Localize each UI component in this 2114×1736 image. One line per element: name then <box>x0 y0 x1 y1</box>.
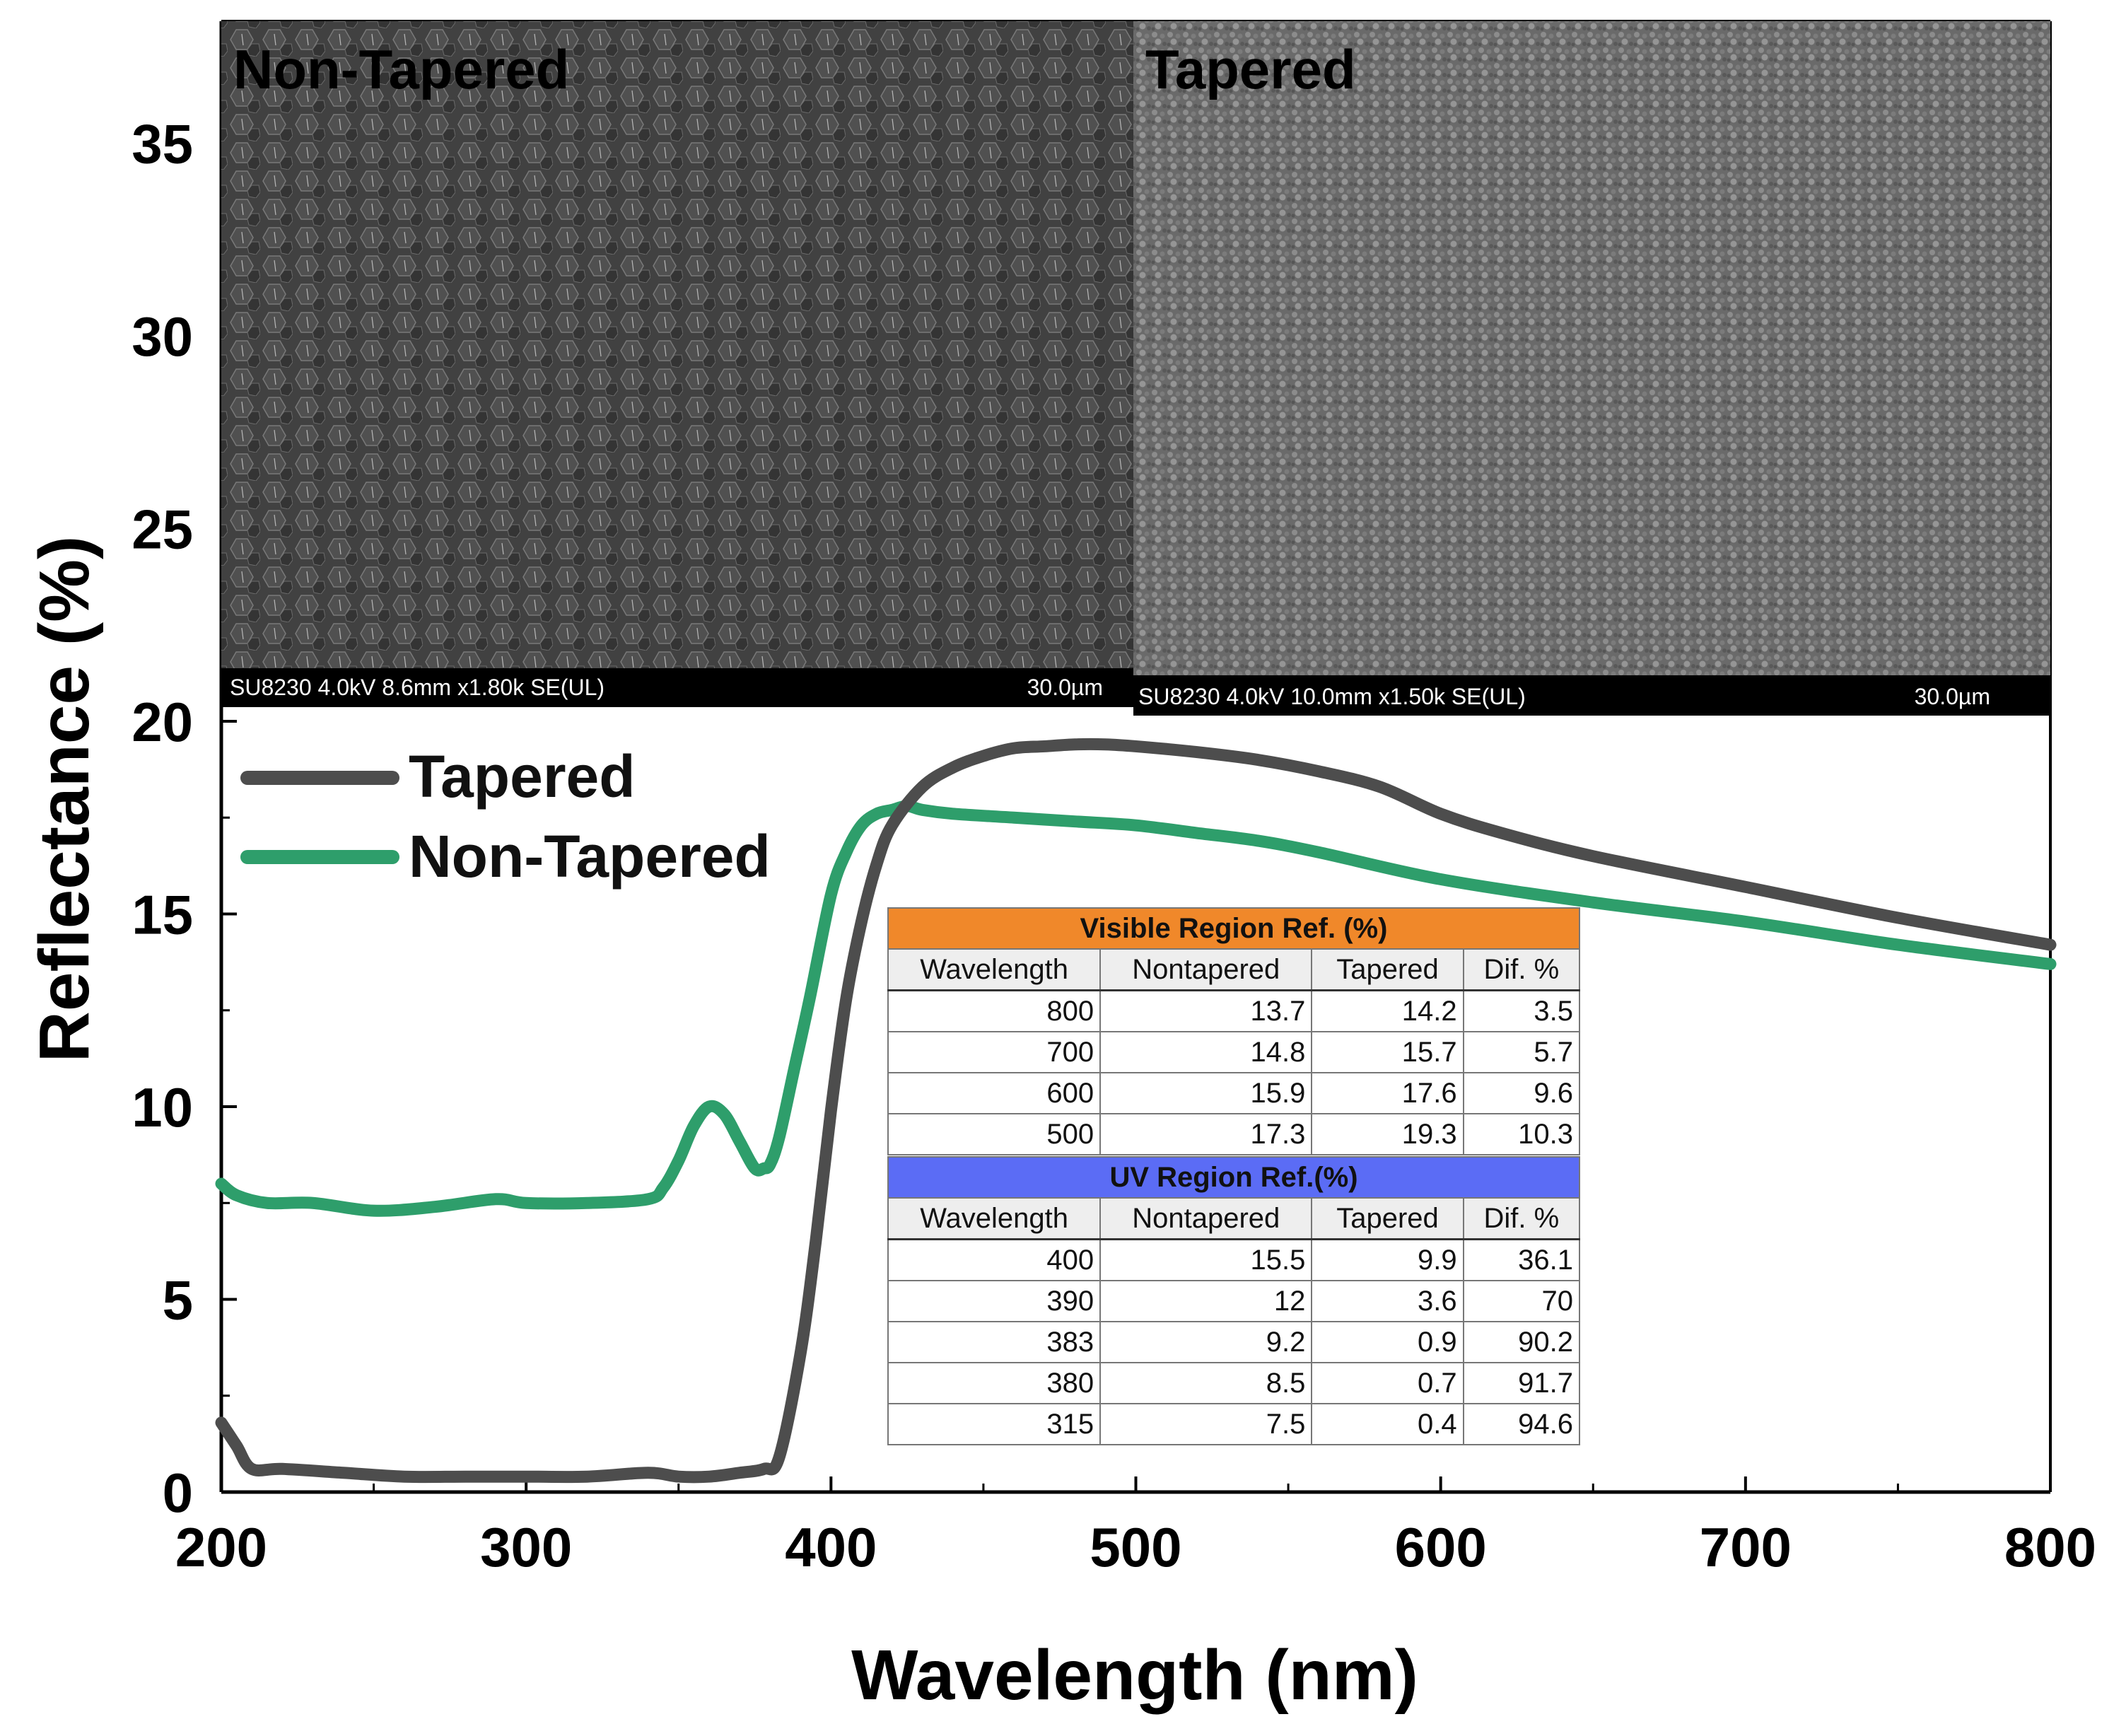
table-row: 390 12 3.6 70 <box>887 1280 1581 1322</box>
legend-label-tapered: Tapered <box>409 743 636 810</box>
col-header-dif: Dif. % <box>1462 1197 1581 1240</box>
table-row: 700 14.8 15.7 5.7 <box>887 1031 1581 1073</box>
cell-dif: 9.6 <box>1462 1072 1581 1114</box>
cell-wavelength: 315 <box>887 1403 1102 1445</box>
cell-nontapered: 8.5 <box>1099 1362 1313 1404</box>
sem-info-text: SU8230 4.0kV 8.6mm x1.80k SE(UL) <box>230 675 605 700</box>
table-row: 600 15.9 17.6 9.6 <box>887 1072 1581 1114</box>
cell-wavelength: 390 <box>887 1280 1102 1322</box>
sem-scale-text: 30.0µm <box>1027 675 1103 700</box>
cell-wavelength: 383 <box>887 1321 1102 1363</box>
table-row: 500 17.3 19.3 10.3 <box>887 1113 1581 1155</box>
cell-wavelength: 500 <box>887 1113 1102 1155</box>
cell-wavelength: 400 <box>887 1238 1102 1281</box>
visible-region-table: Visible Region Ref. (%) Wavelength Nonta… <box>887 907 1581 1155</box>
series-line-tapered <box>215 738 2057 1484</box>
cell-tapered: 9.9 <box>1311 1238 1464 1281</box>
cell-tapered: 14.2 <box>1311 989 1464 1032</box>
table-row: 383 9.2 0.9 90.2 <box>887 1321 1581 1363</box>
cell-tapered: 17.6 <box>1311 1072 1464 1114</box>
cell-nontapered: 17.3 <box>1099 1113 1313 1155</box>
sem-image-non-tapered: SU8230 4.0kV 8.6mm x1.80k SE(UL) 30.0µm … <box>221 21 1133 707</box>
y-axis-title: Reflectance (%) <box>25 536 104 1063</box>
series-line-non-tapered <box>215 800 2057 1217</box>
col-header-nontapered: Nontapered <box>1099 948 1313 991</box>
visible-table-title: Visible Region Ref. (%) <box>887 907 1580 950</box>
y-tick-label: 35 <box>132 113 193 175</box>
cell-dif: 91.7 <box>1462 1362 1581 1404</box>
cell-nontapered: 14.8 <box>1099 1031 1313 1073</box>
cell-wavelength: 600 <box>887 1072 1102 1114</box>
cell-dif: 70 <box>1462 1280 1581 1322</box>
uv-region-table: UV Region Ref.(%) Wavelength Nontapered … <box>887 1156 1581 1445</box>
sem-label-tapered: Tapered <box>1145 38 1356 100</box>
x-tick-label: 600 <box>1395 1516 1487 1578</box>
col-header-tapered: Tapered <box>1311 1197 1464 1240</box>
cell-tapered: 15.7 <box>1311 1031 1464 1073</box>
y-tick-label: 15 <box>132 884 193 946</box>
legend-label-non-tapered: Non-Tapered <box>409 823 771 890</box>
cell-tapered: 19.3 <box>1311 1113 1464 1155</box>
cell-nontapered: 9.2 <box>1099 1321 1313 1363</box>
col-header-dif: Dif. % <box>1462 948 1581 991</box>
sem-info-bar <box>1133 675 2050 716</box>
cell-wavelength: 700 <box>887 1031 1102 1073</box>
table-row: 400 15.5 9.9 36.1 <box>887 1238 1581 1281</box>
col-header-nontapered: Nontapered <box>1099 1197 1313 1240</box>
x-tick-label: 200 <box>175 1516 267 1578</box>
y-tick-label: 30 <box>132 305 193 368</box>
cell-dif: 10.3 <box>1462 1113 1581 1155</box>
x-tick-label: 300 <box>480 1516 572 1578</box>
cell-nontapered: 15.9 <box>1099 1072 1313 1114</box>
cell-nontapered: 13.7 <box>1099 989 1313 1032</box>
sem-info-text: SU8230 4.0kV 10.0mm x1.50k SE(UL) <box>1138 684 1526 709</box>
cell-wavelength: 800 <box>887 989 1102 1032</box>
col-header-wavelength: Wavelength <box>887 948 1102 991</box>
y-tick-label: 10 <box>132 1076 193 1138</box>
x-axis-title: Wavelength (nm) <box>851 1636 1418 1715</box>
y-tick-label: 25 <box>132 499 193 561</box>
x-tick-label: 500 <box>1090 1516 1181 1578</box>
x-tick-label: 700 <box>1700 1516 1792 1578</box>
cell-dif: 90.2 <box>1462 1321 1581 1363</box>
series-layer <box>215 738 2057 1484</box>
sem-info-bar <box>221 668 1133 707</box>
sem-image-tapered: SU8230 4.0kV 10.0mm x1.50k SE(UL) 30.0µm… <box>1133 21 2050 716</box>
table-row: 380 8.5 0.7 91.7 <box>887 1362 1581 1404</box>
col-header-wavelength: Wavelength <box>887 1197 1102 1240</box>
cell-tapered: 0.7 <box>1311 1362 1464 1404</box>
sem-label-non-tapered: Non-Tapered <box>233 38 569 100</box>
uv-table-title: UV Region Ref.(%) <box>887 1156 1580 1199</box>
legend: Tapered Non-Tapered <box>240 743 771 890</box>
cell-tapered: 0.4 <box>1311 1403 1464 1445</box>
cell-tapered: 3.6 <box>1311 1280 1464 1322</box>
y-tick-label: 0 <box>163 1462 193 1524</box>
cell-dif: 94.6 <box>1462 1403 1581 1445</box>
y-tick-label: 20 <box>132 691 193 753</box>
table-row: 315 7.5 0.4 94.6 <box>887 1403 1581 1445</box>
cell-wavelength: 380 <box>887 1362 1102 1404</box>
x-tick-label: 800 <box>2004 1516 2096 1578</box>
sem-scale-text: 30.0µm <box>1915 684 1990 709</box>
y-tick-label: 5 <box>163 1269 193 1332</box>
table-row: 800 13.7 14.2 3.5 <box>887 989 1581 1032</box>
cell-dif: 3.5 <box>1462 989 1581 1032</box>
cell-nontapered: 15.5 <box>1099 1238 1313 1281</box>
cell-nontapered: 7.5 <box>1099 1403 1313 1445</box>
cell-tapered: 0.9 <box>1311 1321 1464 1363</box>
cell-dif: 36.1 <box>1462 1238 1581 1281</box>
col-header-tapered: Tapered <box>1311 948 1464 991</box>
x-tick-label: 400 <box>785 1516 877 1578</box>
cell-nontapered: 12 <box>1099 1280 1313 1322</box>
cell-dif: 5.7 <box>1462 1031 1581 1073</box>
